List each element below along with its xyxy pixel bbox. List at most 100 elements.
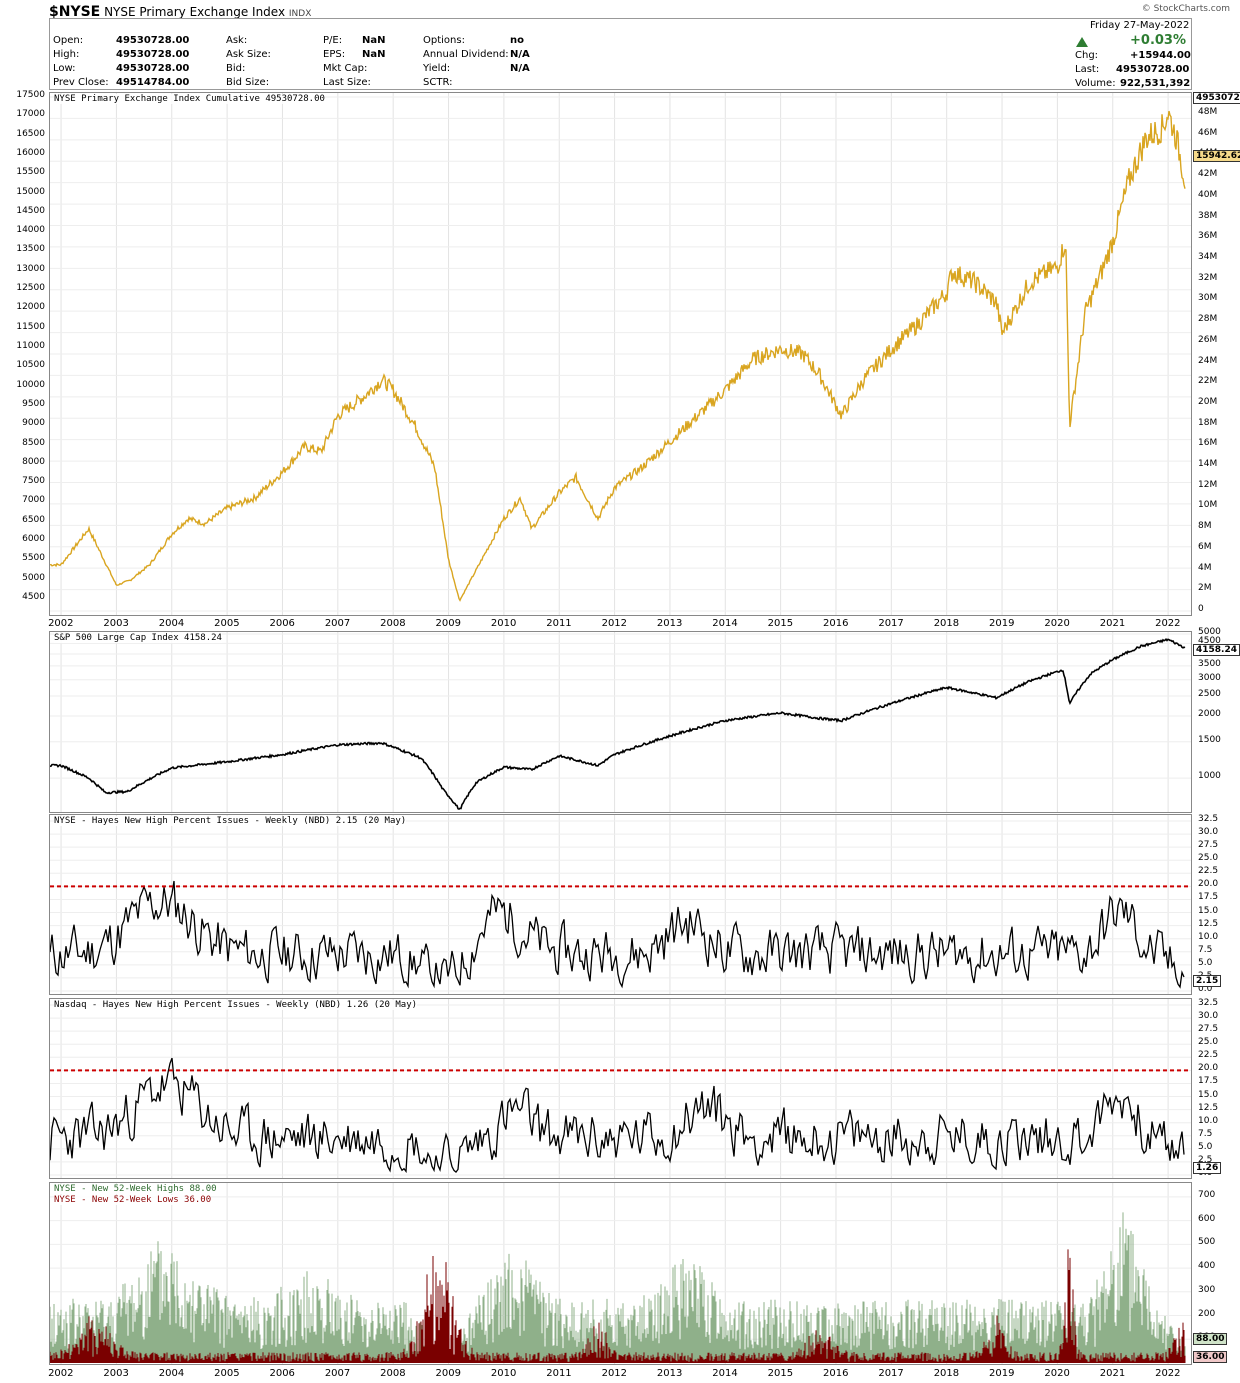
left_stats-label: High:: [53, 49, 80, 60]
axis-tick-label: 700: [1198, 1189, 1216, 1200]
axis-tick-label: 8M: [1198, 521, 1212, 532]
axis-tick-label: 5.0: [1198, 1141, 1213, 1152]
axis-tick-label: 11500: [16, 321, 45, 332]
axis-tick-label: 2500: [1198, 689, 1221, 700]
x-tick-label: 2014: [712, 1368, 738, 1379]
highs-tag: 88.00: [1193, 1333, 1228, 1345]
panel-new-highs-lows: NYSE - New 52-Week Highs 88.00 NYSE - Ne…: [49, 1182, 1192, 1365]
x-tick-label: 2021: [1099, 618, 1126, 629]
axis-tick-label: 5000: [22, 572, 45, 583]
x-tick-label: 2006: [269, 1368, 295, 1379]
axis-tick-label: 7.5: [1198, 944, 1213, 955]
series-line-hayes: [50, 1057, 1185, 1174]
axis-tick-label: 42M: [1198, 169, 1218, 180]
x-tick-label: 2010: [490, 1368, 517, 1379]
x-tick-label: 2016: [822, 618, 849, 629]
opt_stats-value: N/A: [510, 49, 530, 60]
axis-tick-label: 3000: [1198, 672, 1221, 683]
axis-tick-label: 36M: [1198, 231, 1218, 242]
up-arrow-icon: [1076, 37, 1088, 47]
axis-tick-label: 1500: [1198, 734, 1221, 745]
axis-tick-label: 10500: [16, 360, 45, 371]
axis-tick-label: 16000: [16, 147, 45, 158]
axis-tick-label: 12.5: [1198, 918, 1219, 929]
mid_stats-label: Bid Size:: [226, 77, 270, 88]
axis-tick-label: 25.0: [1198, 1037, 1219, 1048]
axis-tick-label: 0: [1198, 604, 1204, 614]
pe_stats-value: NaN: [362, 49, 386, 60]
x-tick-label: 2004: [158, 1368, 185, 1379]
opt_stats-label: Yield:: [423, 63, 451, 74]
x-tick-label: 2018: [933, 618, 960, 629]
axis-tick-label: 20M: [1198, 396, 1218, 407]
axis-tick-label: 22M: [1198, 376, 1218, 387]
axis-tick-label: 13500: [16, 244, 45, 255]
axis-tick-label: 24M: [1198, 355, 1218, 366]
panel-nasdaq-hayes: Nasdaq - Hayes New High Percent Issues -…: [49, 998, 1192, 1179]
axis-tick-label: 38M: [1198, 210, 1218, 221]
x-tick-label: 2011: [546, 1368, 572, 1379]
opt_stats-label: SCTR:: [423, 77, 453, 88]
axis-tick-label: 34M: [1198, 251, 1218, 262]
x-tick-label: 2012: [601, 1368, 628, 1379]
axis-tick-label: 4500: [22, 592, 45, 602]
x-tick-label: 2007: [324, 618, 351, 629]
axis-tick-label: 20.0: [1198, 879, 1219, 890]
axis-tick-label: 10000: [16, 379, 45, 390]
axis-tick-label: 32.5: [1198, 814, 1219, 824]
panel-sp500: S&P 500 Large Cap Index 4158.24: [49, 631, 1192, 813]
x-tick-label: 2015: [767, 618, 794, 629]
series-line-hayes: [50, 880, 1185, 989]
x-tick-label: 2011: [546, 618, 572, 629]
axis-tick-label: 3500: [1198, 658, 1221, 669]
axis-tick-label: 5.0: [1198, 957, 1213, 968]
axis-tick-label: 12500: [16, 283, 45, 294]
chart-title: $NYSE NYSE Primary Exchange Index INDX: [49, 4, 311, 20]
axis-tick-label: 6000: [22, 534, 45, 545]
x-tick-label: 2006: [269, 618, 295, 629]
series-line-nyse-cumulative: [50, 110, 1186, 602]
volume-value: 922,531,392: [1120, 78, 1191, 89]
axis-tick-label: 32.5: [1198, 998, 1219, 1008]
axis-tick-label: 500: [1198, 1237, 1216, 1248]
last-value: 49530728.00: [1116, 64, 1190, 75]
axis-tick-label: 22.5: [1198, 1050, 1219, 1061]
mid_stats-label: Ask Size:: [226, 49, 271, 60]
last-value-tag: 4158.24: [1193, 644, 1240, 656]
axis-tick-label: 200: [1198, 1308, 1216, 1319]
axis-tick-label: 16M: [1198, 438, 1218, 449]
x-tick-label: 2020: [1044, 1368, 1070, 1379]
x-tick-label: 2005: [214, 1368, 240, 1379]
left_stats-value: 49514784.00: [116, 77, 190, 88]
axis-tick-label: 300: [1198, 1284, 1216, 1295]
axis-tick-label: 7500: [22, 476, 45, 487]
symbol-name: NYSE Primary Exchange Index: [104, 5, 286, 19]
axis-tick-label: 15500: [16, 167, 45, 178]
mid_stats-label: Ask:: [226, 35, 248, 46]
axis-tick-label: 0.0: [1198, 984, 1213, 994]
axis-tick-label: 10.0: [1198, 931, 1219, 942]
pe_stats-value: NaN: [362, 35, 386, 46]
x-tick-label: 2015: [767, 1368, 794, 1379]
x-tick-label: 2009: [435, 1368, 461, 1379]
volume-label: Volume:: [1075, 78, 1116, 89]
left_stats-label: Prev Close:: [53, 77, 109, 88]
panel-label: NYSE Primary Exchange Index Cumulative 4…: [54, 94, 325, 104]
axis-tick-label: 11000: [16, 341, 45, 351]
highs-label: NYSE - New 52-Week Highs 88.00: [54, 1184, 217, 1194]
left_stats-label: Open:: [53, 35, 84, 46]
highs-lows-svg: [50, 1183, 1191, 1364]
axis-tick-label: 2.5: [1198, 1154, 1213, 1165]
panel-label: NYSE - Hayes New High Percent Issues - W…: [54, 816, 407, 826]
last-value-tag: 2.15: [1193, 975, 1222, 987]
axis-tick-label: 7000: [22, 495, 45, 506]
x-tick-label: 2019: [989, 618, 1015, 629]
axis-tick-label: 16500: [16, 128, 45, 139]
x-tick-label: 2017: [878, 1368, 904, 1379]
axis-tick-label: 1000: [1198, 771, 1221, 782]
axis-tick-label: 6500: [22, 514, 45, 525]
axis-tick-label: 30.0: [1198, 1011, 1219, 1022]
left_stats-value: 49530728.00: [116, 35, 190, 46]
axis-tick-label: 17000: [16, 109, 45, 120]
x-tick-label: 2020: [1044, 618, 1070, 629]
